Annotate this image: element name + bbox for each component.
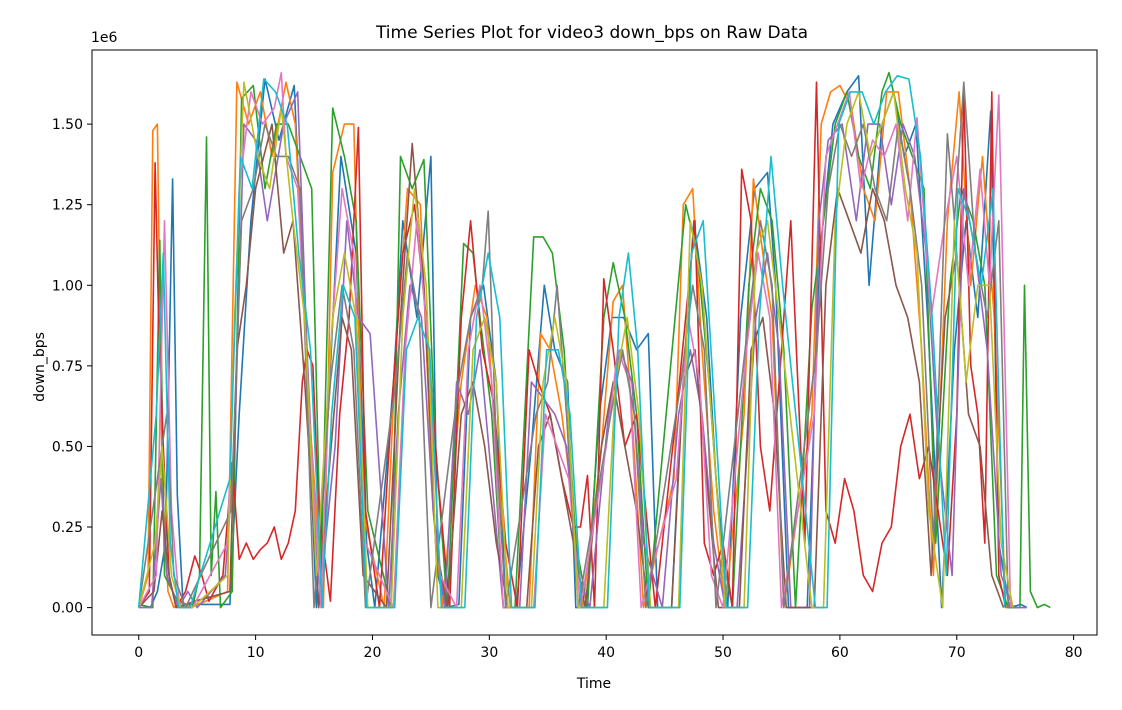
x-tick-label: 20 <box>364 645 382 661</box>
ticks-layer: 0 10 20 30 40 50 60 70 80 0.00 0.25 0.50 0.75 1.00 1.2… <box>52 117 1083 661</box>
y-tick-label: 1.25 <box>52 198 83 214</box>
y-tick-label: 1.50 <box>52 117 83 133</box>
y-tick-label: 0.25 <box>52 520 83 536</box>
x-tick-label: 60 <box>831 645 849 661</box>
series-layer <box>137 71 1051 609</box>
x-tick-label: 70 <box>948 645 966 661</box>
x-tick-label: 80 <box>1065 645 1083 661</box>
x-tick-label: 10 <box>247 645 265 661</box>
series-line-7 <box>137 71 1012 609</box>
plot-frame <box>91 49 1098 636</box>
series-line-10 <box>137 75 1006 609</box>
y-tick-label: 0.50 <box>52 439 83 455</box>
y-tick-label: 0.00 <box>52 601 83 617</box>
series-line-9 <box>137 81 1014 609</box>
y-tick-label: 0.75 <box>52 359 83 375</box>
x-tick-label: 40 <box>597 645 615 661</box>
series-line-3 <box>138 71 1051 609</box>
series-line-6 <box>138 123 1005 609</box>
y-offset-label: 1e6 <box>91 30 118 46</box>
x-axis-label: Time <box>576 676 611 692</box>
x-tick-label: 30 <box>480 645 498 661</box>
y-tick-label: 1.00 <box>52 278 83 294</box>
x-tick-label: 50 <box>714 645 732 661</box>
chart-title: Time Series Plot for video3 down_bps on … <box>375 23 808 43</box>
x-tick-label: 0 <box>134 645 143 661</box>
y-axis-label: down_bps <box>32 332 48 402</box>
